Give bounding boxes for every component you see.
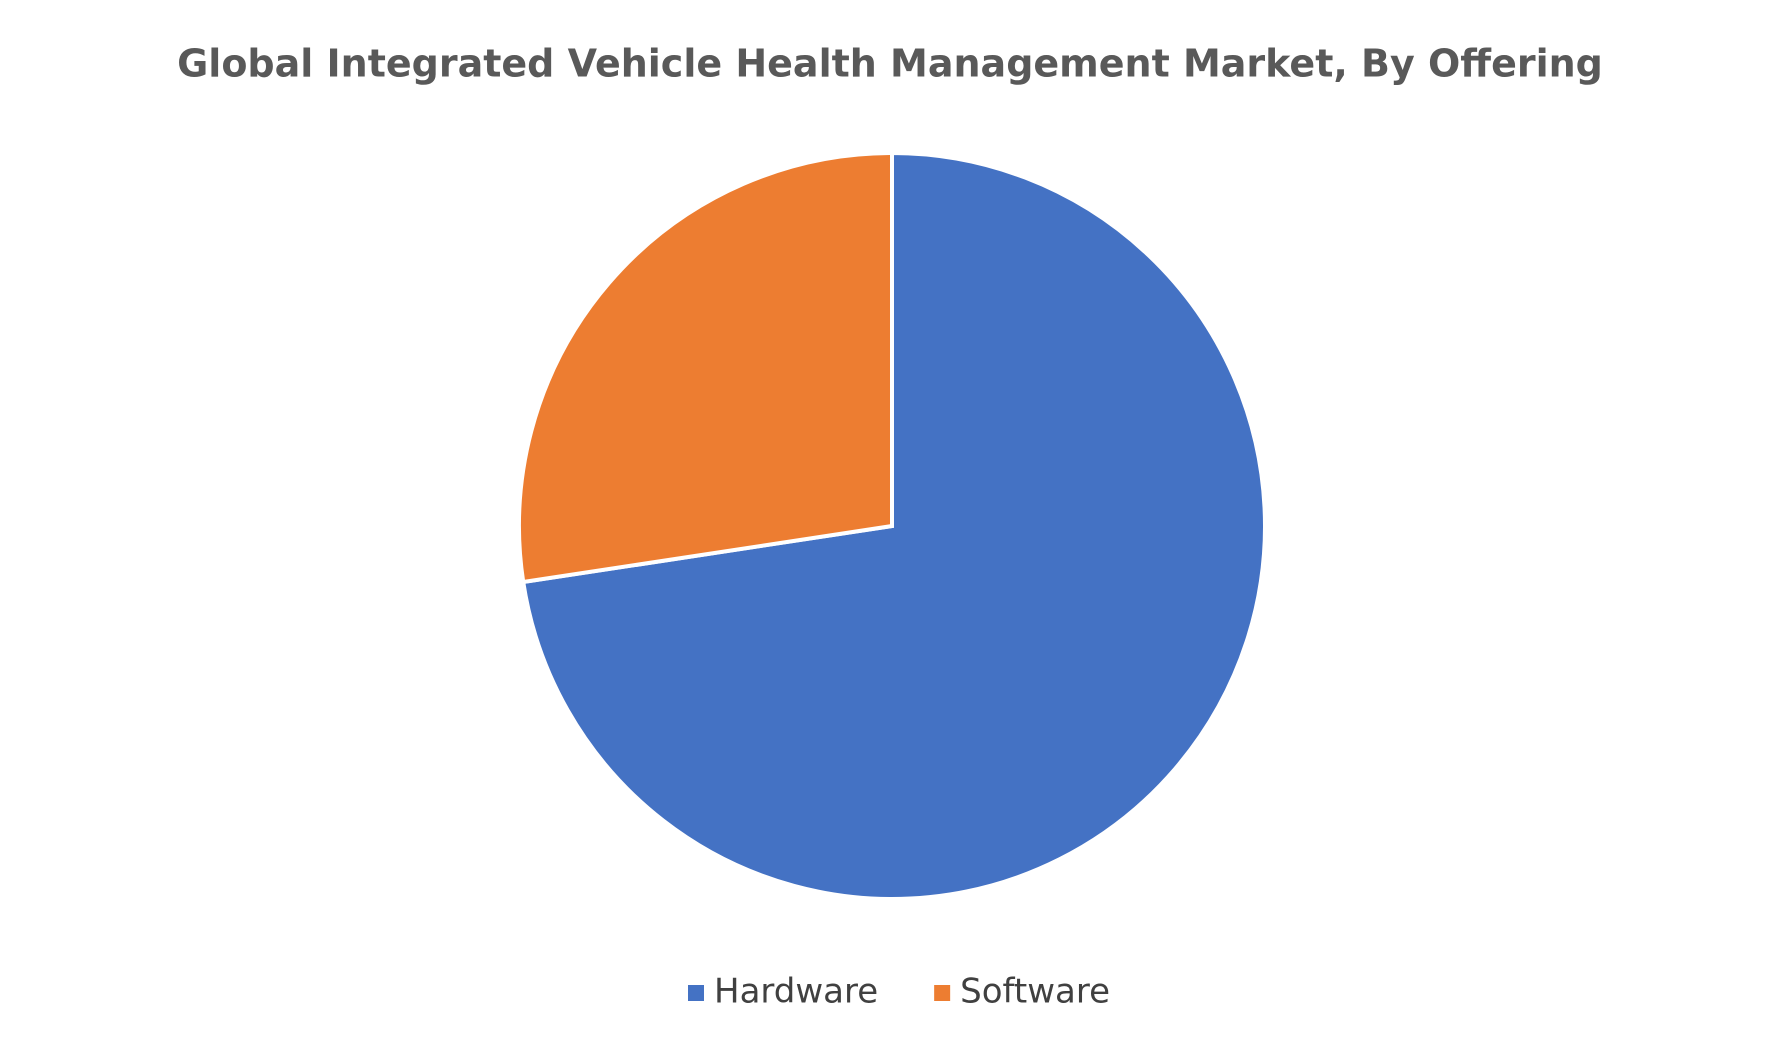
legend-label: Hardware [714, 972, 878, 1012]
legend-label: Software [960, 972, 1110, 1012]
pie-slice [517, 150, 894, 585]
legend-swatch [934, 985, 951, 1001]
pie-slice [520, 150, 1267, 901]
legend-swatch [688, 985, 704, 1001]
chart-title: Global Integrated Vehicle Health Managem… [177, 42, 1603, 86]
